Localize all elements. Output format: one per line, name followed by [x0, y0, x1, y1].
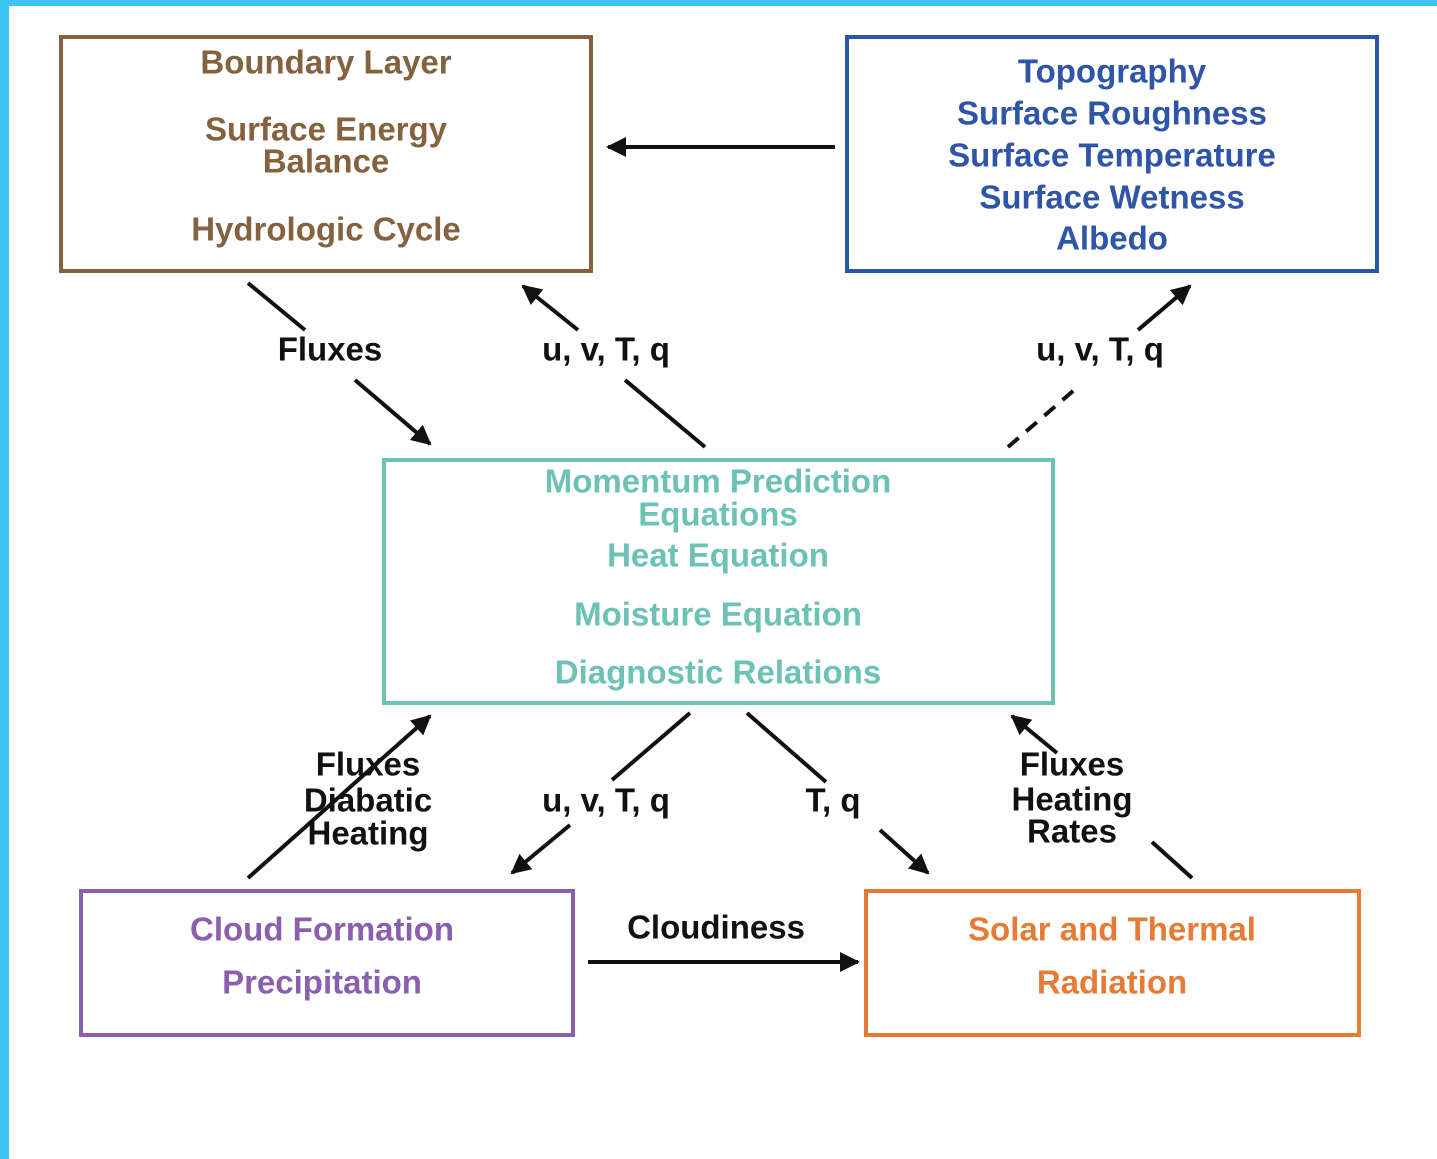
edge-label: u, v, T, q: [542, 331, 670, 368]
arrows: [246, 137, 1194, 972]
frame-top: [0, 0, 1437, 6]
edge-label: u, v, T, q: [1036, 331, 1164, 368]
frame-left: [0, 0, 9, 1159]
label-text: u, v, T, q: [1036, 331, 1164, 368]
node-text: Solar and Thermal Radiation: [968, 911, 1256, 1001]
label-text: Solar and Thermal: [968, 911, 1256, 948]
label-text: Radiation: [1037, 964, 1187, 1001]
label-text: Heat Equation: [607, 537, 829, 574]
label-text: Fluxes: [278, 331, 383, 368]
label-text: Diabatic: [304, 782, 432, 819]
label-text: Hydrologic Cycle: [191, 211, 461, 248]
label-text: T, q: [806, 782, 861, 819]
box: [382, 458, 1055, 705]
label-text: Fluxes: [316, 746, 421, 783]
label-text: Precipitation: [222, 964, 422, 1001]
node-text: Topography Surface Roughness Surface Tempe…: [948, 53, 1276, 257]
label-text: Surface Roughness: [957, 95, 1267, 132]
label-text: Moisture Equation: [574, 596, 862, 633]
box: [864, 889, 1361, 1037]
label-text: Topography: [1018, 53, 1207, 90]
box: [79, 889, 575, 1037]
edge-label: u, v, T, q: [542, 782, 670, 819]
label-text: Albedo: [1056, 220, 1168, 257]
edge-label: Cloudiness: [627, 909, 805, 946]
label-text: Diagnostic Relations: [555, 654, 881, 691]
label-text: Rates: [1027, 813, 1117, 850]
box: [845, 35, 1379, 273]
edge-label: T, q: [806, 782, 861, 819]
label-text: Surface Temperature: [948, 137, 1276, 174]
label-text: Surface Wetness: [979, 179, 1244, 216]
edge-label: Fluxes: [278, 331, 383, 368]
label-text: Heating: [1011, 781, 1132, 818]
label-text: Balance: [263, 143, 390, 180]
label-text: Cloud Formation: [190, 911, 454, 948]
box: [59, 35, 593, 273]
label-text: u, v, T, q: [542, 782, 670, 819]
label-text: Surface Energy: [205, 111, 448, 148]
label-text: Boundary Layer: [200, 44, 451, 81]
label-text: u, v, T, q: [542, 331, 670, 368]
label-text: Equations: [638, 496, 798, 533]
node-text: Cloud Formation Precipitation: [190, 911, 454, 1001]
label-text: Heating: [307, 815, 428, 852]
label-text: Cloudiness: [627, 909, 805, 946]
label-text: Fluxes: [1020, 746, 1125, 783]
label-text: Momentum Prediction: [545, 463, 892, 500]
